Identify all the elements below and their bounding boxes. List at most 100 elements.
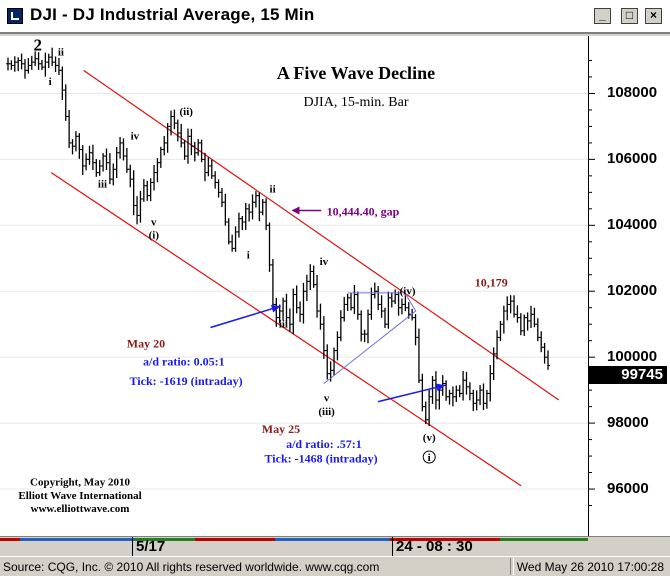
price-bar (84, 153, 89, 171)
price-bar (447, 389, 452, 405)
date-separator (132, 537, 133, 556)
price-bar (128, 164, 133, 188)
price-bar (189, 128, 194, 156)
price-bar (399, 298, 404, 315)
may25-arrow (377, 383, 446, 403)
channel-lower-line (50, 172, 522, 487)
price-bar (342, 296, 347, 322)
price-bar (186, 128, 190, 164)
maximize-button[interactable]: □ (621, 8, 638, 24)
price-bar (274, 297, 279, 327)
may20-arrow (210, 304, 281, 329)
price-bar (260, 198, 265, 216)
price-bar (121, 138, 126, 161)
price-bar (444, 380, 449, 401)
price-bar (111, 163, 116, 186)
y-tick-label: 98000 (607, 414, 649, 432)
price-bar (247, 203, 252, 222)
price-bar (182, 140, 187, 160)
status-separator (510, 558, 514, 575)
y-tick-label: 96000 (607, 480, 649, 498)
price-bar (454, 385, 459, 402)
price-bar (131, 170, 136, 216)
price-axis[interactable] (588, 36, 670, 536)
price-bar (484, 389, 489, 409)
price-bar (148, 178, 153, 202)
price-bar (138, 190, 143, 223)
price-bar (206, 157, 211, 177)
price-bar (192, 141, 197, 162)
price-bar (250, 194, 255, 220)
price-bar (63, 84, 68, 121)
price-bar (77, 133, 82, 159)
price-bar (230, 234, 235, 252)
circled-wave-marker (422, 450, 436, 464)
price-bar (546, 350, 550, 370)
price-bar (542, 342, 547, 364)
price-bar (304, 274, 309, 302)
wave-label: iv (131, 131, 140, 143)
price-bar (352, 284, 357, 315)
price-bar (90, 144, 95, 171)
price-bar (145, 180, 150, 201)
wave-label: v (151, 216, 157, 228)
status-bar: Source: CQG, Inc. © 2010 All rights rese… (0, 556, 670, 576)
price-bar (36, 52, 41, 70)
chart-subtitle: DJIA, 15-min. Bar (304, 95, 409, 110)
price-bar (179, 123, 184, 148)
price-bar (135, 196, 140, 225)
triangle-outline (323, 292, 417, 384)
price-bar (321, 316, 326, 359)
price-bar (97, 160, 102, 176)
may25-title: May 25 (262, 422, 300, 436)
price-bar (175, 119, 180, 142)
wave-label: i (247, 249, 250, 261)
price-bar (427, 388, 432, 427)
wave-label: v (324, 393, 330, 405)
wave-label: iii (98, 178, 107, 190)
price-bar (461, 370, 466, 401)
x-tick-label: 24 - 08 : 30 (396, 538, 473, 555)
price-bar (155, 158, 160, 183)
price-bar (335, 331, 340, 361)
wave-label: (v) (423, 432, 436, 444)
price-bar (301, 282, 306, 324)
copyright-line: www.elliottwave.com (31, 503, 130, 515)
gap-arrow (291, 206, 322, 215)
wave-label: (iii) (318, 406, 335, 418)
price-bar (16, 57, 21, 72)
price-bar (141, 179, 146, 202)
wave-label-2: 2 (33, 36, 42, 55)
wave-label: ii (58, 47, 64, 59)
price-bar (508, 295, 513, 314)
timestamp-text: Wed May 26 2010 17:00:28 (516, 560, 664, 574)
title-bar: DJI - DJ Industrial Average, 15 Min _ □ … (0, 0, 670, 34)
price-bar (478, 385, 483, 406)
minimize-button[interactable]: _ (594, 8, 611, 24)
price-bar (416, 328, 421, 384)
price-bar (22, 59, 27, 79)
close-button[interactable]: × (645, 8, 662, 24)
price-bar (298, 301, 303, 323)
plot-area[interactable]: A Five Wave Decline DJIA, 15-min. Bar 2 ii i… (0, 36, 588, 536)
wave-label: (i) (149, 229, 160, 241)
may20-ratio: a/d ratio: 0.05:1 (143, 354, 225, 368)
copyright-line: Elliott Wave International (18, 490, 141, 502)
chart-title: A Five Wave Decline (277, 63, 435, 83)
price-bar (420, 373, 425, 412)
price-bar (43, 52, 48, 77)
price-bar (294, 285, 299, 314)
price-bar (338, 310, 343, 342)
price-bar (505, 296, 510, 321)
price-bar (481, 383, 486, 411)
price-bar (233, 226, 238, 252)
price-bar (46, 53, 51, 68)
wave-label: (ii) (179, 106, 193, 118)
chart-icon (7, 8, 23, 24)
price-bar (529, 305, 534, 329)
price-bar (29, 55, 34, 70)
price-bar (359, 310, 364, 342)
price-bar (70, 139, 75, 155)
time-axis[interactable]: 5/17 24 - 08 : 30 (0, 536, 670, 556)
